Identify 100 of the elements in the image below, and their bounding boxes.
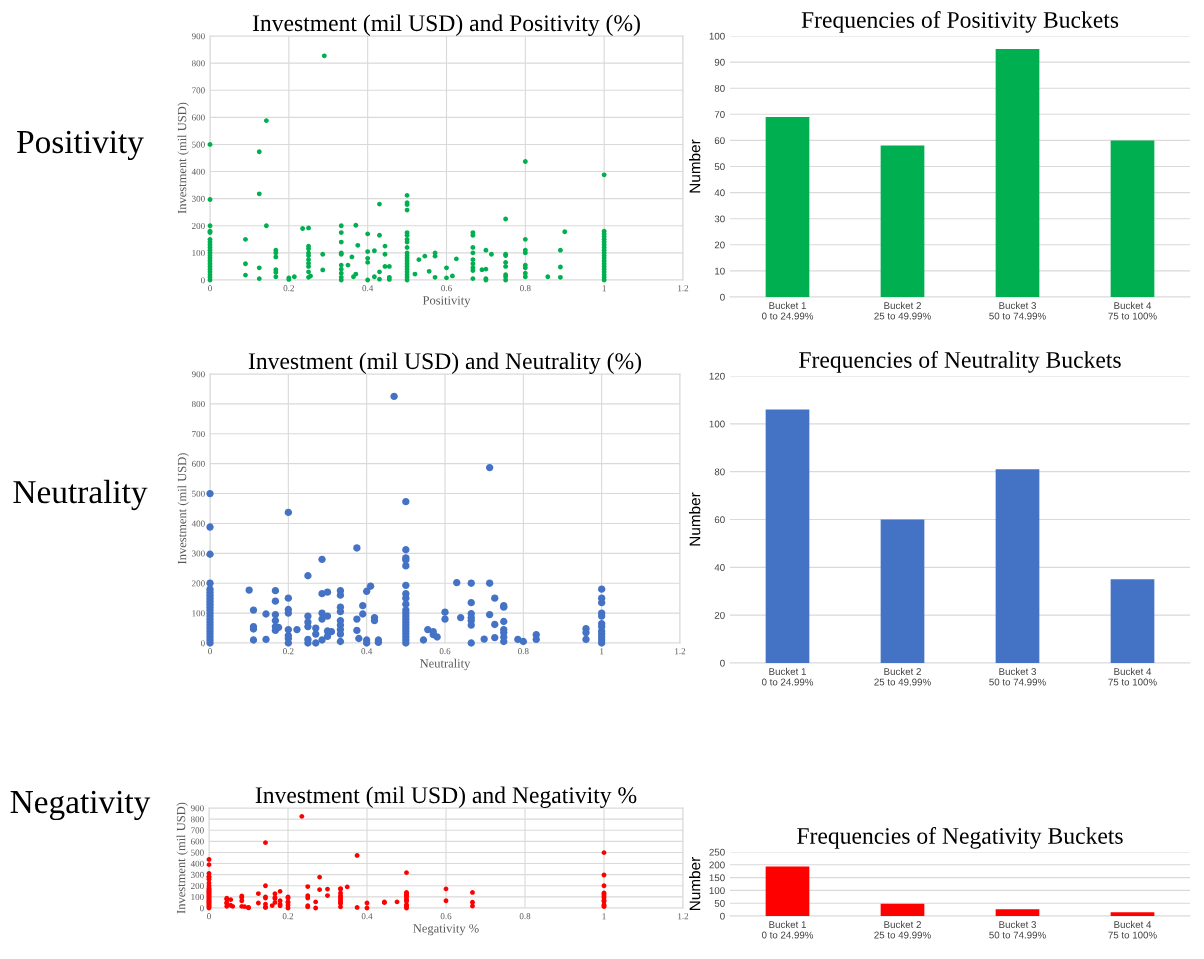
chart-title: Investment (mil USD) and Positivity (%) [252, 14, 640, 36]
y-tick-label: 0 [200, 277, 205, 284]
y-tick-label: 0 [200, 640, 205, 647]
y-tick-label: 200 [190, 882, 204, 889]
y-tick-label: 500 [191, 849, 204, 856]
x-tick-label: 0.2 [283, 648, 294, 655]
y-tick-label: 90 [714, 58, 725, 66]
y-tick-label: 150 [709, 874, 725, 882]
y-tick-label: 50 [714, 899, 725, 907]
x-tick-label: 0 [208, 285, 212, 292]
x-tick-label: 0 [207, 913, 211, 920]
y-tick-label: 400 [190, 860, 204, 867]
y-tick-label: 120 [709, 372, 725, 380]
y-tick-label: 900 [190, 805, 204, 812]
y-tick-label: 400 [191, 168, 205, 175]
y-tick-label: 900 [191, 33, 205, 40]
y-tick-label: 100 [191, 894, 204, 901]
y-tick-label: 700 [192, 87, 205, 94]
x-tick-label: 0.4 [361, 648, 373, 655]
y-axis-title: Investment (mil USD) [177, 102, 189, 214]
y-tick-label: 500 [192, 490, 205, 497]
x-tick-label: 1 [602, 285, 606, 292]
bar [880, 145, 925, 297]
x-tick-label: Bucket 1 0 to 24.99% [761, 667, 814, 686]
y-tick-label: 70 [714, 111, 725, 118]
y-tick-label: 800 [191, 60, 205, 67]
y-axis-title: Investment (mil USD) [176, 802, 188, 914]
y-tick-label: 400 [191, 520, 205, 527]
bar [995, 469, 1040, 663]
text: Negativity [10, 790, 151, 821]
x-tick-label: 0.2 [283, 285, 294, 292]
y-tick-label: 100 [192, 250, 205, 257]
x-tick-label: Bucket 4 75 to 100% [1108, 301, 1157, 320]
bar [765, 866, 810, 916]
y-tick-label: 50 [714, 163, 725, 171]
chart-title: Frequencies of Negativity Buckets [797, 827, 1123, 849]
y-tick-label: 300 [192, 550, 205, 557]
text: Neutrality [13, 479, 148, 511]
x-tick-label: 1.2 [675, 648, 686, 655]
x-tick-label: 0.2 [282, 913, 294, 920]
y-tick-label: 600 [191, 114, 205, 121]
x-tick-label: 0.8 [518, 648, 529, 655]
x-tick-label: Bucket 1 0 to 24.99% [761, 301, 814, 320]
y-tick-label: 0 [720, 293, 725, 301]
bar [765, 409, 810, 663]
y-axis-title: Number [689, 139, 701, 193]
chart-title: Frequencies of Positivity Buckets [801, 11, 1119, 33]
y-tick-label: 600 [191, 460, 205, 467]
bar [880, 903, 925, 916]
y-axis-title: Number [689, 857, 701, 910]
x-tick-label: 0.8 [520, 285, 531, 292]
y-tick-label: 200 [191, 222, 205, 229]
y-tick-label: 60 [714, 516, 725, 524]
x-tick-label: 1.2 [678, 285, 689, 292]
bar [880, 519, 925, 663]
x-tick-label: Bucket 3 50 to 74.99% [989, 667, 1046, 686]
bar [1110, 579, 1155, 663]
x-tick-label: 0.4 [361, 913, 373, 920]
chart-title: Investment (mil USD) and Negativity % [255, 786, 637, 808]
chart-title: Frequencies of Neutrality Buckets [799, 351, 1121, 373]
x-tick-label: 1 [600, 648, 604, 655]
y-tick-label: 80 [714, 468, 725, 476]
x-tick-label: Bucket 4 75 to 100% [1108, 920, 1157, 939]
bar [765, 116, 810, 297]
y-tick-label: 0 [199, 905, 204, 912]
x-tick-label: 0 [208, 648, 212, 655]
y-tick-label: 80 [714, 84, 725, 92]
bar [1110, 912, 1155, 916]
y-tick-label: 40 [714, 564, 725, 571]
bar [995, 49, 1040, 297]
x-tick-label: Bucket 1 0 to 24.99% [761, 920, 814, 939]
bar [1110, 140, 1155, 297]
x-tick-label: 1.2 [678, 913, 689, 920]
y-tick-label: 0 [720, 659, 725, 667]
x-axis-title: Negativity % [413, 924, 479, 936]
y-tick-label: 20 [714, 241, 725, 249]
y-tick-label: 30 [714, 215, 725, 223]
x-tick-label: 1 [602, 913, 606, 920]
y-tick-label: 300 [191, 871, 204, 878]
y-tick-label: 500 [192, 141, 205, 148]
x-tick-label: Bucket 2 25 to 49.99% [874, 920, 931, 939]
bar [995, 909, 1040, 916]
x-tick-label: 0.8 [519, 913, 531, 920]
y-tick-label: 20 [714, 611, 725, 619]
y-tick-label: 250 [709, 848, 725, 856]
y-tick-label: 900 [191, 371, 205, 378]
x-tick-label: Bucket 3 50 to 74.99% [989, 920, 1046, 939]
y-tick-label: 10 [715, 267, 725, 275]
x-tick-label: 0.4 [362, 285, 374, 292]
y-tick-label: 300 [192, 195, 205, 202]
y-axis-title: Investment (mil USD) [177, 453, 189, 564]
text: Positivity [17, 130, 144, 161]
y-tick-label: 700 [192, 430, 205, 437]
x-tick-label: 0.6 [441, 285, 452, 292]
y-tick-label: 100 [192, 610, 205, 617]
y-tick-label: 200 [191, 580, 205, 587]
x-axis-title: Neutrality [420, 658, 471, 671]
y-tick-label: 200 [709, 861, 725, 869]
x-axis-title: Positivity [422, 296, 471, 308]
x-tick-label: Bucket 2 25 to 49.99% [874, 667, 931, 686]
